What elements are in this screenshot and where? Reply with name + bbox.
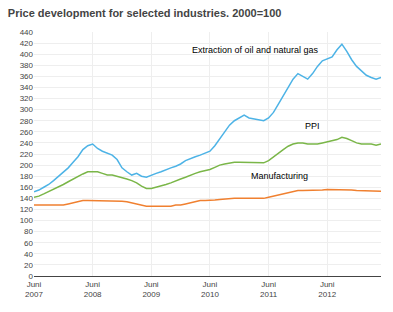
svg-text:180: 180 [20,172,34,181]
svg-text:280: 280 [20,117,34,126]
svg-text:380: 380 [20,61,34,70]
svg-text:Juni2012: Juni2012 [318,280,336,299]
svg-text:160: 160 [20,183,34,192]
svg-text:Juni2007: Juni2007 [25,280,43,299]
svg-text:Price development for selected: Price development for selected industrie… [8,7,282,19]
svg-text:Juni2008: Juni2008 [84,280,102,299]
svg-text:60: 60 [24,239,33,248]
svg-text:80: 80 [24,227,33,236]
svg-text:140: 140 [20,194,34,203]
svg-text:420: 420 [20,39,34,48]
svg-text:120: 120 [20,205,34,214]
svg-text:400: 400 [20,50,34,59]
svg-text:40: 40 [24,250,33,259]
svg-text:20: 20 [24,261,33,270]
svg-text:Juni2011: Juni2011 [260,280,278,299]
svg-text:100: 100 [20,216,34,225]
svg-text:200: 200 [20,161,34,170]
svg-text:360: 360 [20,72,34,81]
svg-text:Extraction of oil and natural: Extraction of oil and natural gas [192,45,319,55]
svg-text:0: 0 [29,272,34,281]
svg-text:340: 340 [20,83,34,92]
svg-text:Manufacturing: Manufacturing [251,171,308,181]
svg-text:320: 320 [20,94,34,103]
svg-text:240: 240 [20,139,34,148]
svg-text:Juni2010: Juni2010 [201,280,219,299]
svg-text:Juni2009: Juni2009 [142,280,160,299]
svg-text:300: 300 [20,105,34,114]
svg-text:220: 220 [20,150,34,159]
svg-text:PPI: PPI [305,121,320,131]
svg-text:260: 260 [20,128,34,137]
svg-text:440: 440 [20,28,34,37]
